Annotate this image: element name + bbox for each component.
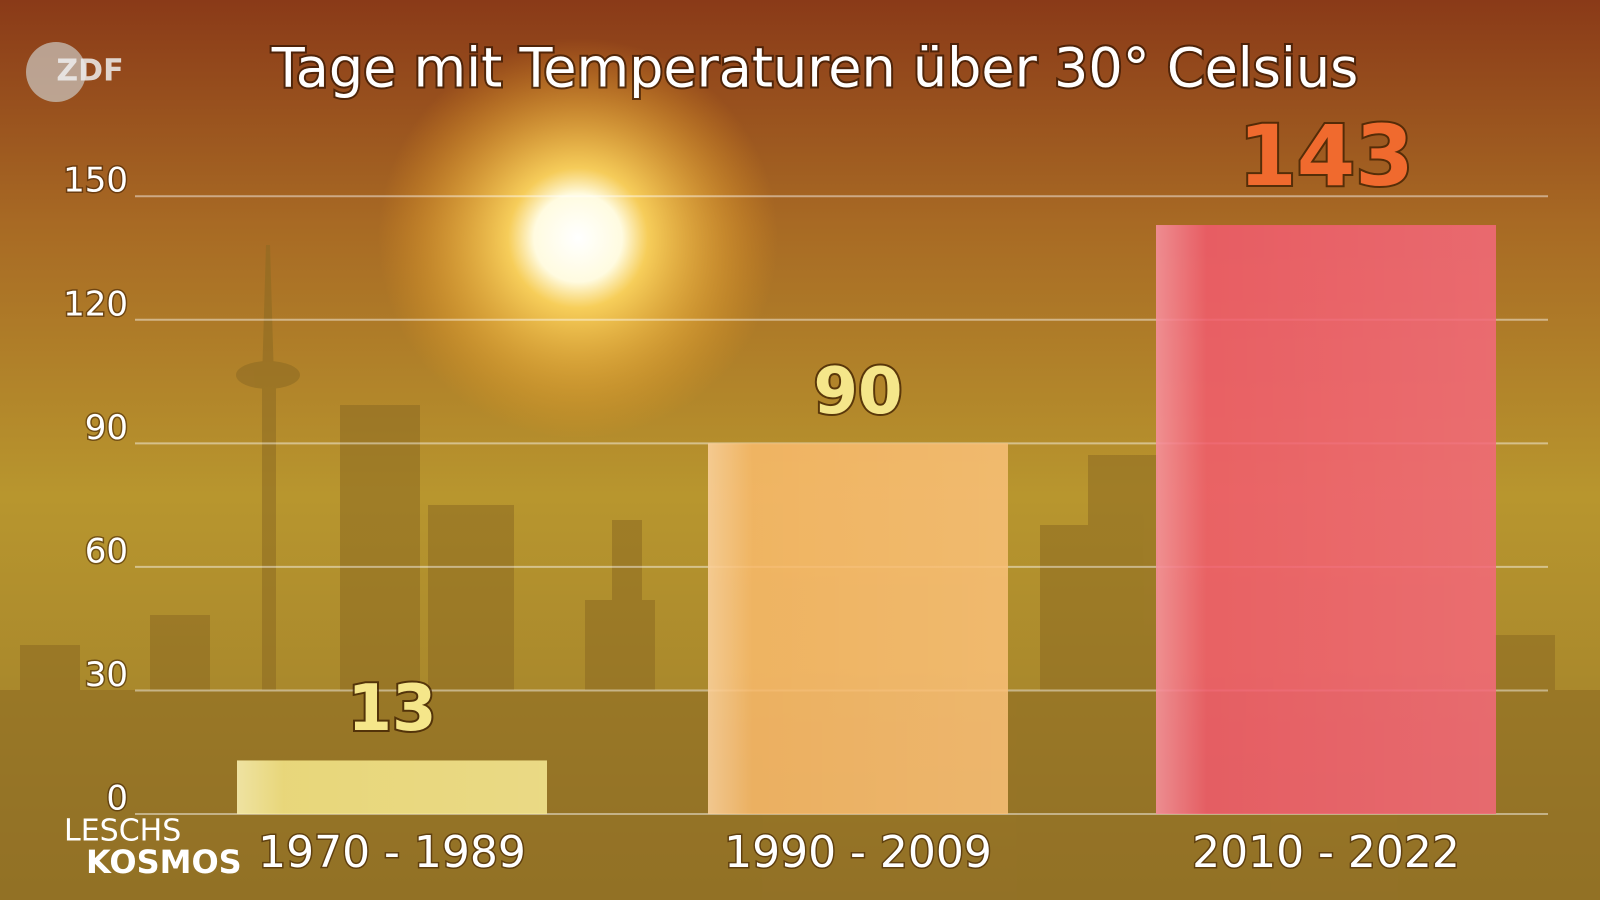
chart-title: Tage mit Temperaturen über 30° Celsius xyxy=(271,37,1359,100)
value-label: 90 xyxy=(813,355,902,429)
show-logo: LESCHS xyxy=(64,814,181,849)
y-tick-label: 0 xyxy=(106,779,128,819)
x-tick-label: 2010 - 2022 xyxy=(1192,827,1460,878)
y-tick-label: 90 xyxy=(85,408,128,448)
show-logo: KOSMOS xyxy=(86,843,242,881)
y-tick-label: 60 xyxy=(85,531,128,571)
x-tick-label: 1990 - 2009 xyxy=(724,827,992,878)
value-label: 143 xyxy=(1238,107,1413,205)
bar-shine xyxy=(237,760,547,814)
y-tick-label: 120 xyxy=(63,284,128,324)
x-tick-label: 1970 - 1989 xyxy=(258,827,526,878)
logo-badge xyxy=(26,42,86,102)
bar-shine xyxy=(1156,225,1496,815)
bar-shine xyxy=(708,443,1008,814)
value-label: 13 xyxy=(347,672,436,746)
channel-logo: ZDF xyxy=(56,54,123,89)
y-tick-label: 150 xyxy=(63,161,128,201)
sun xyxy=(378,38,778,438)
y-tick-label: 30 xyxy=(85,655,128,695)
